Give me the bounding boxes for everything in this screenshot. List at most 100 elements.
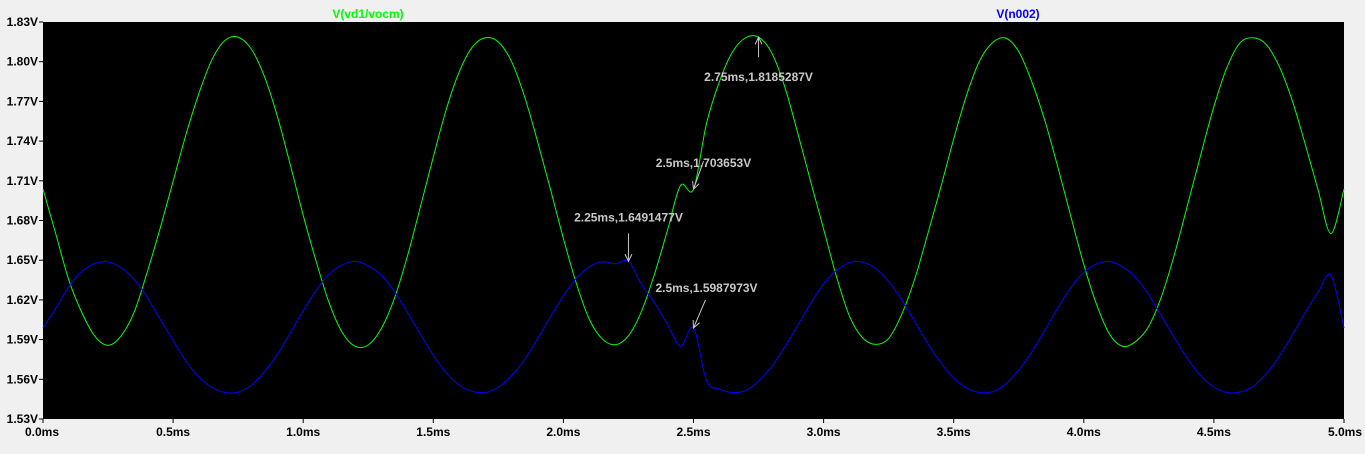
trace-point (199, 92, 200, 93)
trace-point (159, 319, 160, 320)
trace-point (797, 325, 798, 326)
trace-point (589, 319, 590, 320)
trace-point (1174, 252, 1175, 253)
trace-point (1135, 277, 1136, 278)
cursor-arrowhead (692, 319, 700, 330)
trace-point (823, 228, 824, 229)
trace-point (186, 361, 187, 362)
trace-point (316, 290, 317, 291)
trace-point (1005, 38, 1006, 39)
x-tick-label: 0.5ms (156, 425, 190, 439)
trace-point (1252, 37, 1253, 38)
trace-point (355, 346, 356, 347)
trace-point (1226, 67, 1227, 68)
x-tick-label: 4.5ms (1197, 425, 1231, 439)
trace-point (1122, 346, 1123, 347)
trace-point (264, 371, 265, 372)
trace-point (1057, 307, 1058, 308)
trace-point (1187, 203, 1188, 204)
trace-point (342, 264, 343, 265)
trace-point (602, 261, 603, 262)
trace-point (472, 46, 473, 47)
trace-title[interactable]: V(n002) (996, 7, 1039, 21)
x-tick-label: 4.0ms (1067, 425, 1101, 439)
trace-point (238, 37, 239, 38)
trace-point (329, 302, 330, 303)
trace-point (1265, 373, 1266, 374)
trace-point (927, 343, 928, 344)
trace-point (368, 344, 369, 345)
trace-point (498, 41, 499, 42)
trace-point (238, 392, 239, 393)
trace-point (641, 311, 642, 312)
trace-point (42, 189, 43, 190)
trace-point (1161, 316, 1162, 317)
cursor-arrow (693, 299, 706, 329)
trace-point (758, 380, 759, 381)
trace-point (1005, 383, 1006, 384)
trace-point (420, 334, 421, 335)
trace-point (680, 346, 681, 347)
trace-point (146, 297, 147, 298)
trace-point (433, 355, 434, 356)
trace-point (732, 51, 733, 52)
cursor-label: 2.5ms,1.5987973V (655, 281, 757, 295)
trace-point (472, 391, 473, 392)
trace-point (966, 388, 967, 389)
trace-point (1083, 264, 1084, 265)
trace-point (290, 164, 291, 165)
cursor-label: 2.25ms,1.6491477V (574, 210, 683, 224)
trace-point (563, 238, 564, 239)
trace-point (979, 60, 980, 61)
trace-point (1239, 42, 1240, 43)
trace-point (875, 268, 876, 269)
trace-point (1252, 386, 1253, 387)
trace-point (537, 338, 538, 339)
trace-point (1031, 81, 1032, 82)
y-tick-label: 1.77V (7, 94, 38, 108)
trace-point (1057, 166, 1058, 167)
y-tick-label: 1.56V (7, 372, 38, 386)
trace-point (1018, 51, 1019, 52)
cursor-label: 2.75ms,1.8185287V (704, 70, 813, 84)
trace-point (1109, 261, 1110, 262)
trace-point (1044, 330, 1045, 331)
trace-point (68, 280, 69, 281)
trace-point (1096, 263, 1097, 264)
trace-point (576, 283, 577, 284)
trace-point (1291, 99, 1292, 100)
trace-point (1291, 335, 1292, 336)
trace-point (1109, 334, 1110, 335)
trace-point (706, 123, 707, 124)
trace-point (1304, 143, 1305, 144)
trace-point (849, 262, 850, 263)
trace-point (1187, 359, 1188, 360)
y-tick-label: 1.65V (7, 253, 38, 267)
trace-title[interactable]: V(vd1/vocm) (332, 7, 403, 21)
trace-point (133, 279, 134, 280)
trace-point (1200, 375, 1201, 376)
trace-point (654, 274, 655, 275)
trace-point (745, 390, 746, 391)
cursor-arrowhead (754, 36, 763, 45)
trace-point (524, 95, 525, 96)
y-tick-label: 1.80V (7, 55, 38, 69)
trace-point (120, 267, 121, 268)
trace-point (836, 276, 837, 277)
trace-point (914, 279, 915, 280)
trace-point (55, 234, 56, 235)
trace-point (589, 266, 590, 267)
trace-point (81, 271, 82, 272)
trace-point (1083, 272, 1084, 273)
cursor-arrow (693, 161, 704, 190)
trace-point (146, 272, 147, 273)
trace-point (940, 187, 941, 188)
trace-point (420, 207, 421, 208)
plot-area[interactable] (43, 22, 1344, 419)
trace-point (537, 140, 538, 141)
trace-point (771, 366, 772, 367)
trace-point (381, 328, 382, 329)
trace-point (1070, 287, 1071, 288)
x-tick-label: 2.0ms (546, 425, 580, 439)
